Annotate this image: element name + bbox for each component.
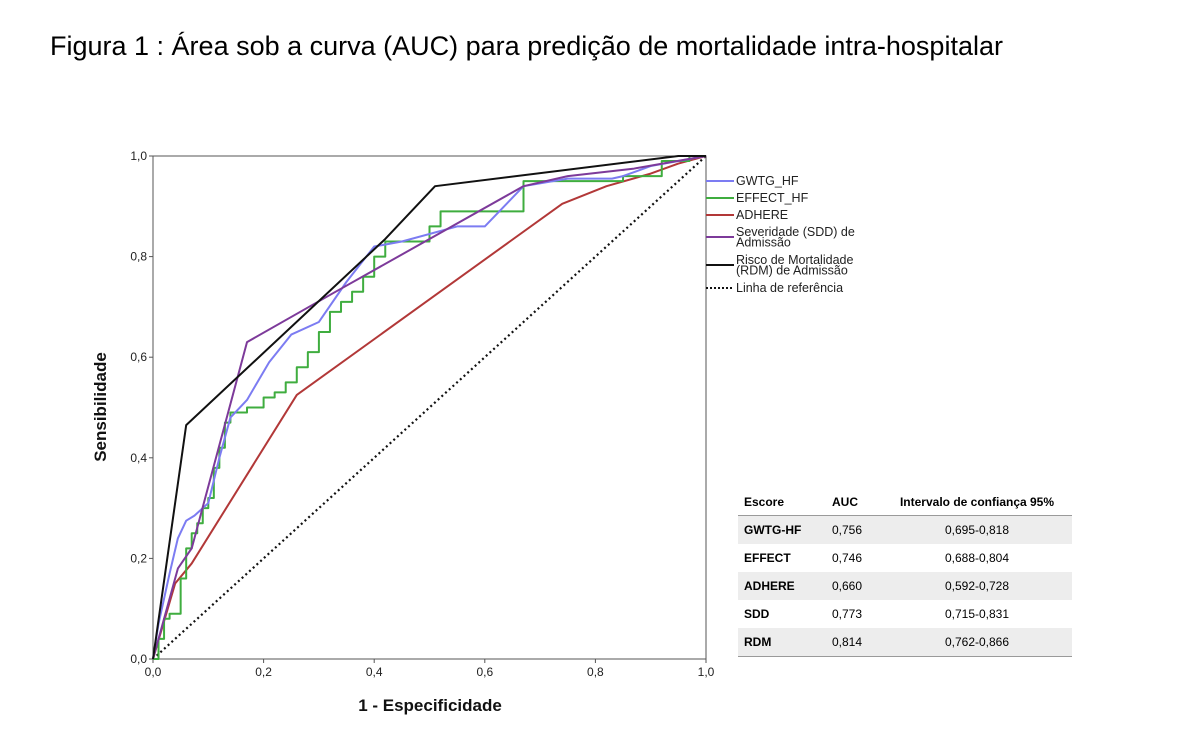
auc-table: Escore AUC Intervalo de confiança 95% GW… [738, 488, 1072, 657]
ci-cell: 0,688-0,804 [944, 551, 1010, 565]
y-tick-label: 0,8 [130, 250, 147, 264]
legend-label: EFFECT_HF [736, 191, 809, 205]
y-tick-label: 0,2 [130, 551, 147, 565]
ci-cell: 0,592-0,728 [882, 572, 1072, 600]
score-cell: EFFECT [744, 551, 791, 565]
legend-label: Linha de referência [736, 281, 843, 295]
x-tick-label: 0,0 [145, 665, 162, 679]
x-tick-label: 1,0 [698, 665, 715, 679]
legend-label: ADHERE [736, 208, 788, 222]
x-tick-label: 0,4 [366, 665, 383, 679]
figure-title: Figura 1 : Área sob a curva (AUC) para p… [50, 31, 1003, 61]
y-tick-label: 1,0 [130, 149, 147, 163]
ci-cell: 0,762-0,866 [882, 628, 1072, 657]
legend-label: (RDM) de Admissão [736, 264, 848, 278]
auc-cell: 0,814 [826, 628, 882, 657]
header-score: Escore [738, 488, 826, 516]
auc-cell: 0,756 [826, 515, 882, 544]
y-tick-label: 0,0 [130, 652, 147, 666]
y-tick-label: 0,4 [130, 451, 147, 465]
header-ci: Intervalo de confiança 95% [882, 488, 1072, 516]
legend-label: GWTG_HF [736, 174, 799, 188]
auc-table-header-row: Escore AUC Intervalo de confiança 95% [738, 488, 1072, 516]
series-line-0 [152, 155, 707, 660]
auc-cell: 0,746 [832, 551, 863, 565]
x-tick-label: 0,6 [476, 665, 493, 679]
score-cell: GWTG-HF [738, 515, 826, 544]
x-axis-title: 1 - Especificidade [358, 696, 502, 715]
legend-label: Admissão [736, 236, 791, 250]
table-row: EFFECT 0,746 0,688-0,804 [738, 544, 1072, 572]
y-tick-label: 0,6 [130, 350, 147, 364]
ci-cell: 0,715-0,831 [944, 607, 1010, 621]
legend-label: Risco de Mortalidade [736, 253, 853, 267]
table-row: SDD 0,773 0,715-0,831 [738, 600, 1072, 628]
auc-cell: 0,773 [832, 607, 863, 621]
series-line-2 [152, 155, 707, 660]
ci-cell: 0,695-0,818 [882, 515, 1072, 544]
series-line-3 [152, 155, 707, 660]
y-axis-title: Sensibilidade [91, 352, 110, 462]
x-tick-label: 0,2 [255, 665, 272, 679]
header-auc: AUC [826, 488, 882, 516]
score-cell: ADHERE [738, 572, 826, 600]
plot-area [152, 155, 707, 660]
table-row: GWTG-HF 0,756 0,695-0,818 [738, 515, 1072, 544]
table-row: RDM 0,814 0,762-0,866 [738, 628, 1072, 657]
legend-label: Severidade (SDD) de [736, 225, 855, 239]
series-line-4 [152, 155, 706, 660]
score-cell: RDM [738, 628, 826, 657]
auc-cell: 0,660 [826, 572, 882, 600]
table-row: ADHERE 0,660 0,592-0,728 [738, 572, 1072, 600]
score-cell: SDD [744, 607, 770, 621]
x-tick-label: 0,8 [587, 665, 604, 679]
